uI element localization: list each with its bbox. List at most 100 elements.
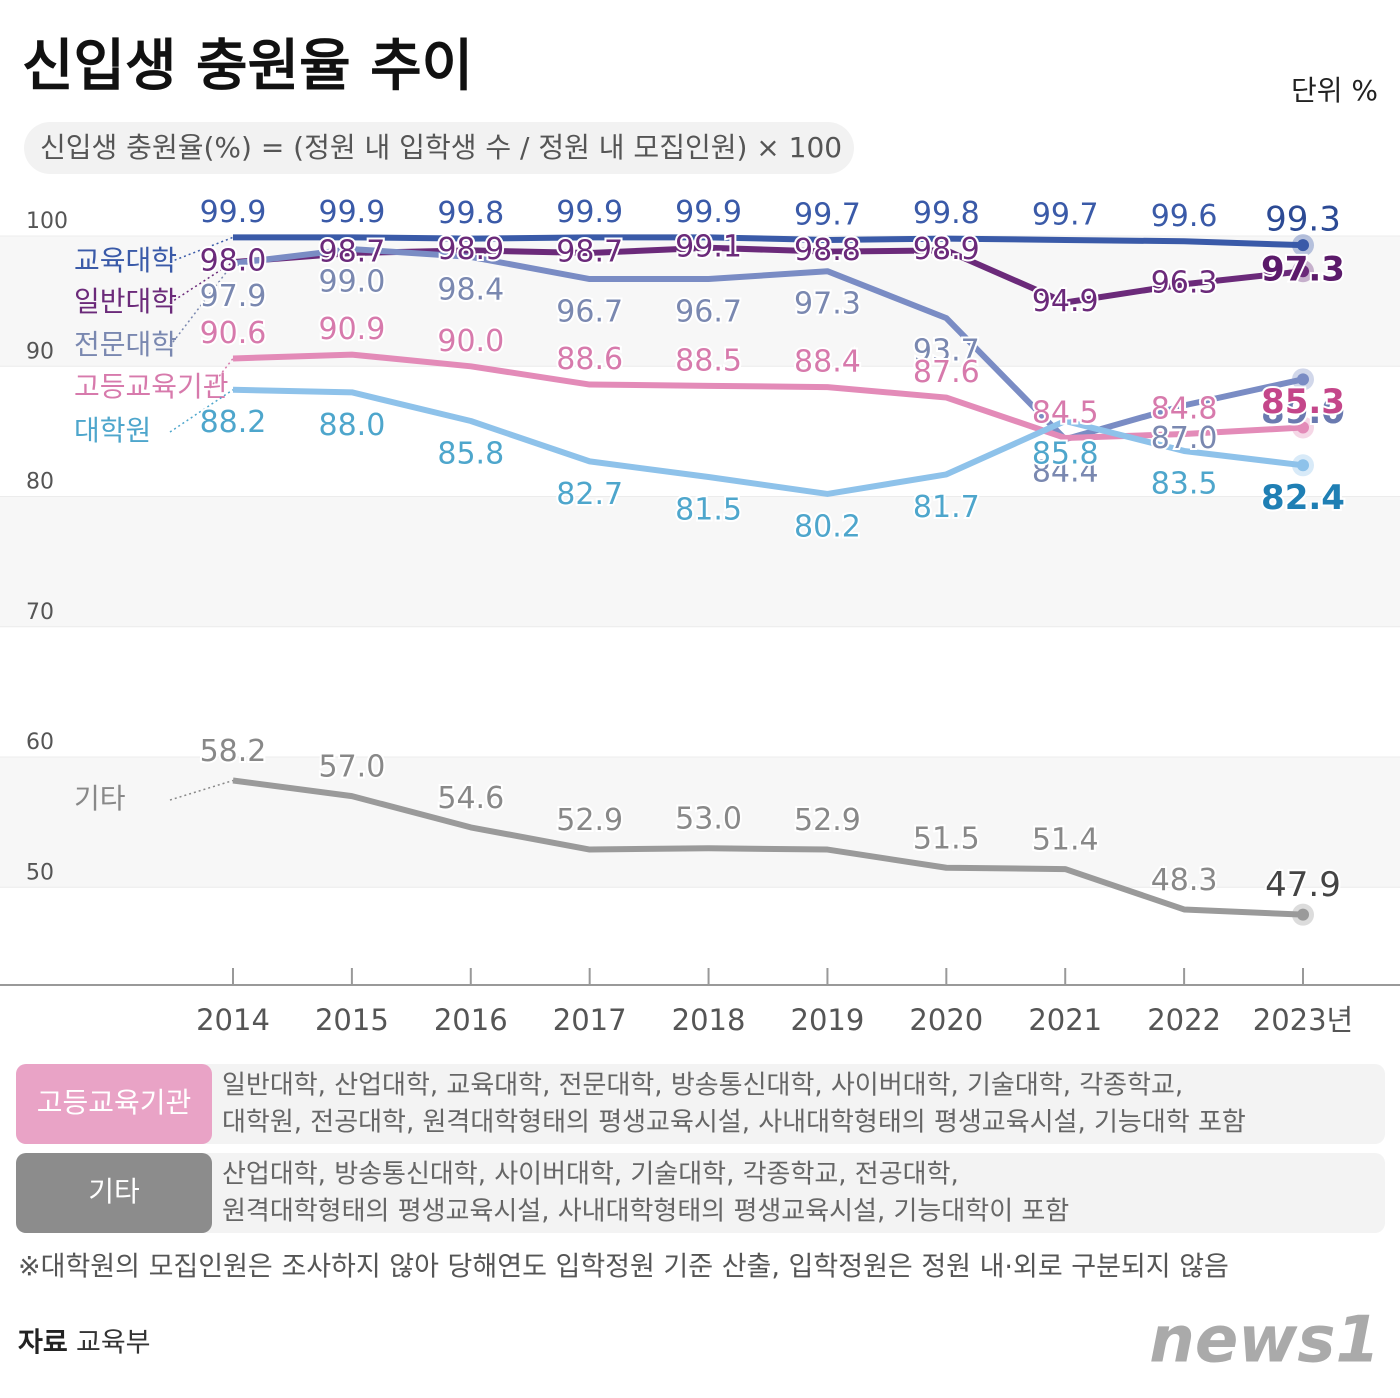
- formula-box: [24, 122, 854, 174]
- value-label: 98.9: [437, 232, 504, 267]
- series-name: 일반대학: [74, 285, 177, 318]
- value-label: 98.0: [200, 244, 267, 279]
- series-line: [232, 386, 1304, 497]
- footnote: ※대학원의 모집인원은 조사하지 않아 당해연도 입학정원 기준 산출, 입학정…: [18, 1252, 1229, 1283]
- value-label: 98.8: [794, 233, 861, 268]
- value-label: 84.4: [1032, 455, 1099, 490]
- grid-band: [0, 236, 1400, 367]
- note-label-box: [16, 1064, 212, 1144]
- source-label: 자료: [18, 1328, 68, 1359]
- value-label: 99.0: [318, 265, 385, 300]
- value-label: 84.8: [1151, 392, 1218, 427]
- series-line: [232, 777, 1304, 918]
- source: 교육부: [76, 1328, 151, 1359]
- value-label: 94.9: [1032, 284, 1099, 319]
- value-label: 96.7: [675, 295, 742, 330]
- value-label: 88.4: [794, 345, 861, 380]
- x-tick-label: 2020: [909, 1003, 983, 1037]
- series-name: 기타: [74, 782, 126, 815]
- value-label: 97.9: [200, 279, 267, 314]
- x-tick-label: 2022: [1147, 1003, 1221, 1037]
- y-tick-label: 80: [26, 470, 54, 495]
- value-label: 85.3: [1261, 382, 1345, 422]
- note-label-box: [16, 1153, 212, 1233]
- value-label: 52.9: [794, 803, 861, 838]
- series-name: 대학원: [74, 414, 151, 447]
- grid-band: [0, 496, 1400, 627]
- value-label: 89.0: [1261, 392, 1345, 432]
- value-label: 82.4: [1261, 478, 1345, 518]
- x-tick-label: 2018: [672, 1003, 746, 1037]
- title: 신입생 충원율 추이: [22, 34, 473, 99]
- note-text: 일반대학, 산업대학, 교육대학, 전문대학, 방송통신대학, 사이버대학, 기…: [222, 1071, 1183, 1101]
- end-point: [1297, 459, 1309, 472]
- series-name: 고등교육기관: [74, 370, 229, 403]
- end-point: [1297, 265, 1309, 278]
- value-label: 88.5: [675, 343, 742, 378]
- value-label: 57.0: [318, 750, 385, 785]
- note-text: 원격대학형태의 평생교육시설, 사내대학형태의 평생교육시설, 기능대학이 포함: [222, 1197, 1069, 1227]
- end-point: [1297, 239, 1309, 252]
- value-label: 54.6: [437, 781, 504, 816]
- value-label: 47.9: [1265, 865, 1341, 905]
- value-label: 98.7: [556, 234, 623, 269]
- end-point: [1297, 373, 1309, 386]
- y-tick-label: 100: [26, 209, 68, 234]
- value-label: 81.7: [913, 490, 980, 525]
- value-label: 99.3: [1265, 200, 1341, 240]
- x-tick-label: 2021: [1028, 1003, 1102, 1037]
- end-point: [1297, 421, 1309, 434]
- leader: [169, 262, 234, 347]
- note-box: [16, 1064, 1385, 1144]
- value-label: 99.8: [437, 196, 504, 231]
- x-tick-label: 2019: [791, 1003, 865, 1037]
- y-tick-label: 60: [26, 730, 54, 755]
- value-label: 53.0: [675, 802, 742, 837]
- value-label: 99.9: [675, 195, 742, 230]
- x-tick-label: 2014: [196, 1003, 270, 1037]
- value-label: 81.5: [675, 493, 742, 528]
- leader: [169, 779, 234, 801]
- series-name: 전문대학: [74, 328, 177, 361]
- value-label: 88.6: [556, 342, 623, 377]
- value-label: 97.3: [794, 287, 861, 322]
- value-label: 99.8: [913, 196, 980, 231]
- y-tick-label: 70: [26, 600, 54, 625]
- value-label: 99.7: [794, 197, 861, 232]
- series-line: [232, 246, 1304, 443]
- note-label: 기타: [88, 1175, 140, 1208]
- value-label: 98.4: [437, 272, 504, 307]
- value-label: 83.5: [1151, 466, 1218, 501]
- value-label: 96.3: [1151, 266, 1218, 301]
- note-box: [16, 1153, 1385, 1233]
- value-label: 99.9: [200, 195, 267, 230]
- value-label: 99.9: [556, 195, 623, 230]
- value-label: 84.5: [1032, 395, 1099, 430]
- x-tick-label: 2016: [434, 1003, 508, 1037]
- value-label: 98.7: [318, 234, 385, 269]
- logo: news1: [1149, 1304, 1380, 1378]
- value-label: 87.0: [1151, 421, 1218, 456]
- leader: [169, 236, 234, 263]
- value-label: 87.6: [913, 355, 980, 390]
- value-label: 88.2: [200, 405, 267, 440]
- value-label: 51.5: [913, 821, 980, 856]
- value-label: 80.2: [794, 509, 861, 544]
- value-label: 52.9: [556, 803, 623, 838]
- x-tick-label: 2017: [553, 1003, 627, 1037]
- x-tick-label: 2023년: [1253, 1003, 1353, 1037]
- series-name: 교육대학: [74, 244, 177, 277]
- y-tick-label: 50: [26, 860, 54, 885]
- value-label: 85.8: [437, 437, 504, 472]
- note-text: 산업대학, 방송통신대학, 사이버대학, 기술대학, 각종학교, 전공대학,: [222, 1160, 959, 1190]
- value-label: 51.4: [1032, 823, 1099, 858]
- notes: 고등교육기관 일반대학, 산업대학, 교육대학, 전문대학, 방송통신대학, 사이…: [16, 1064, 1385, 1233]
- y-tick-label: 90: [26, 339, 54, 364]
- x-tick-label: 2015: [315, 1003, 389, 1037]
- end-point: [1297, 908, 1309, 921]
- value-label: 48.3: [1151, 863, 1218, 898]
- value-label: 90.0: [437, 324, 504, 359]
- value-label: 99.7: [1032, 197, 1099, 232]
- value-label: 58.2: [200, 734, 267, 769]
